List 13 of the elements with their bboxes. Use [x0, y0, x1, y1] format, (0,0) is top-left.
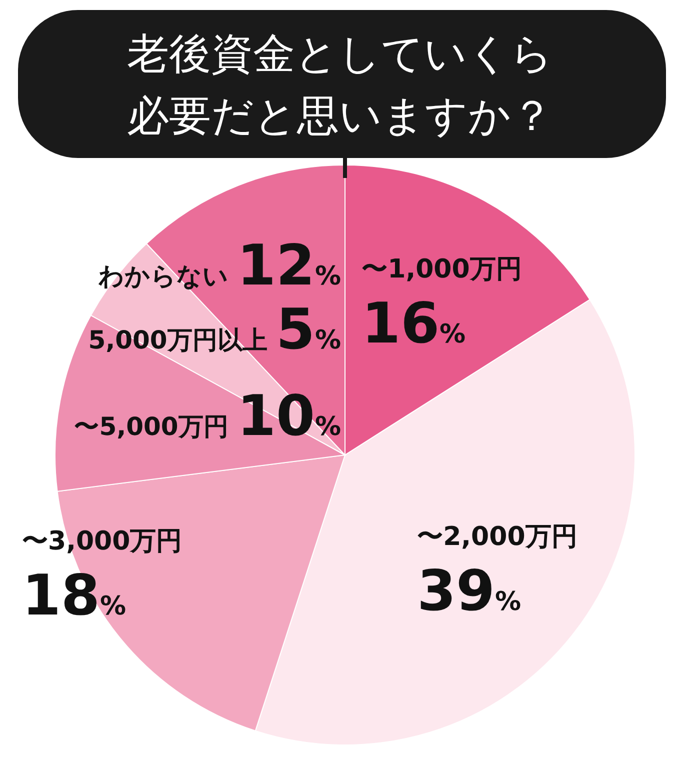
data-label: 39% [417, 559, 522, 624]
slice-label: 〜5,000万円 [74, 412, 237, 441]
data-label: 5% [276, 298, 341, 363]
slice-label: 5,000万円以上 [88, 326, 276, 355]
data-label: 16% [362, 291, 466, 356]
data-label: 10% [237, 384, 341, 449]
data-label: 12% [237, 233, 341, 298]
slice-label: わからない [97, 261, 237, 290]
data-label: 18% [22, 564, 126, 629]
chart-title: 老後資金としていくら必要だと思いますか？ [127, 29, 553, 140]
slice-label: 〜2,000万円 [417, 522, 578, 552]
slice-label: 〜1,000万円 [362, 254, 522, 284]
slice-label: 〜3,000万円 [22, 526, 182, 557]
